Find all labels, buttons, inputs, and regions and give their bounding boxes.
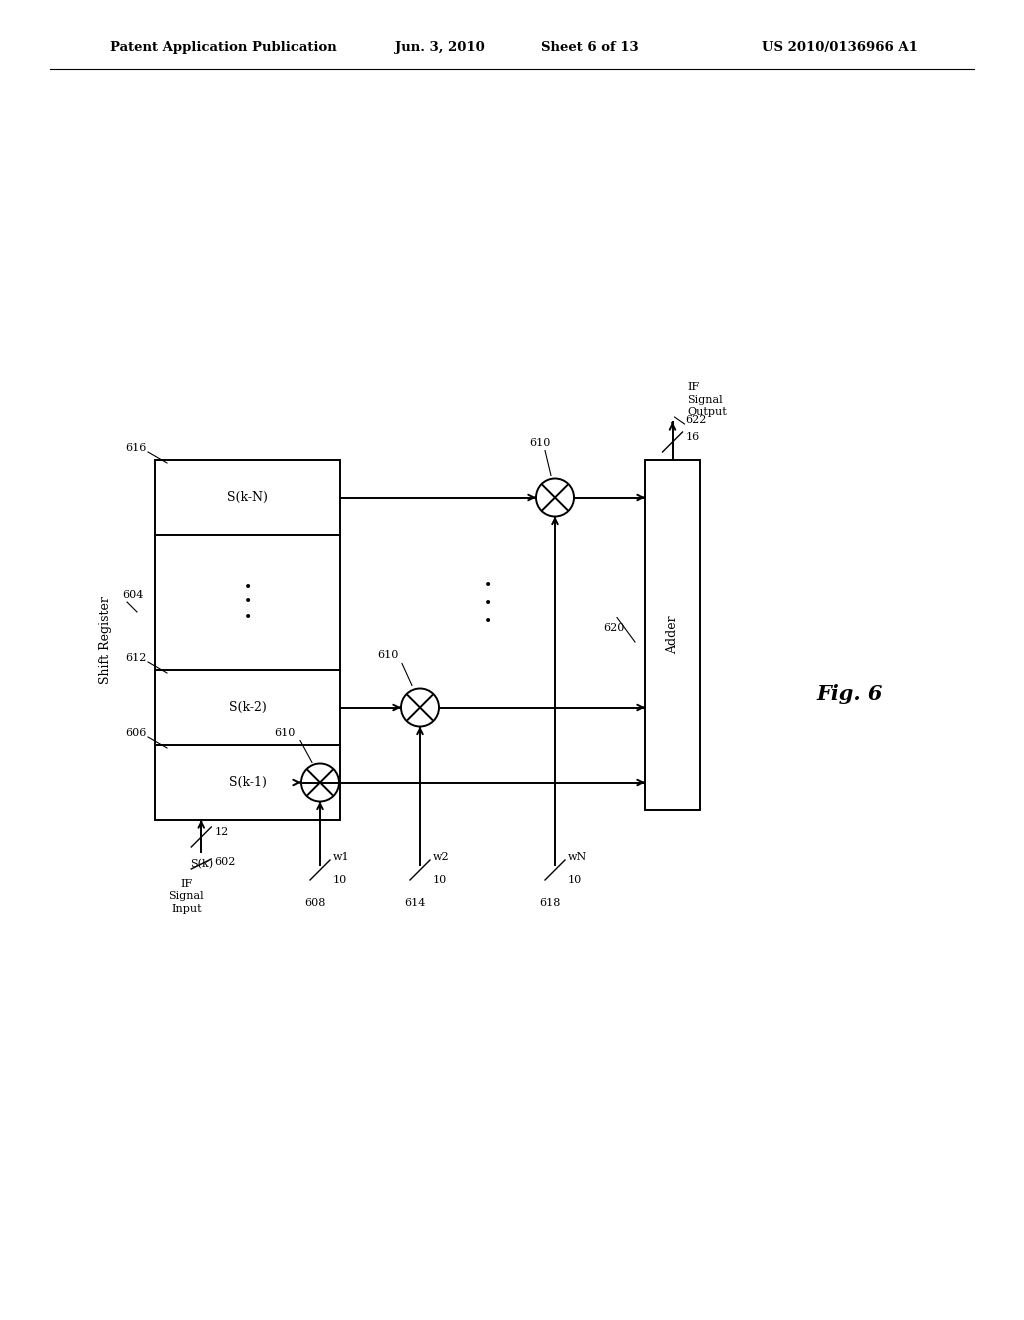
Text: 612: 612 [126,653,147,663]
Text: •: • [244,581,252,594]
Text: 618: 618 [540,898,561,908]
Text: 12: 12 [214,828,228,837]
Text: Jun. 3, 2010: Jun. 3, 2010 [395,41,485,54]
Text: US 2010/0136966 A1: US 2010/0136966 A1 [762,41,918,54]
Text: wN: wN [568,851,587,862]
Text: Patent Application Publication: Patent Application Publication [110,41,337,54]
Text: 608: 608 [304,898,326,908]
Text: 604: 604 [122,590,143,601]
Text: 610: 610 [529,437,551,447]
Text: 602: 602 [214,857,236,867]
Text: •: • [483,614,492,627]
Text: IF
Signal
Output: IF Signal Output [687,383,727,417]
Text: •: • [483,578,492,591]
Text: S(k): S(k) [189,859,213,870]
Text: Sheet 6 of 13: Sheet 6 of 13 [542,41,639,54]
Text: S(k-2): S(k-2) [228,701,266,714]
Text: w1: w1 [333,851,349,862]
Text: •: • [483,595,492,610]
Text: 622: 622 [685,414,707,425]
Text: 616: 616 [126,444,147,453]
Text: 614: 614 [404,898,426,908]
Text: •: • [244,610,252,624]
Text: S(k-1): S(k-1) [228,776,266,789]
Text: 620: 620 [603,623,625,634]
Text: 10: 10 [333,875,347,884]
Text: •: • [244,595,252,610]
Text: 10: 10 [568,875,583,884]
Text: Fig. 6: Fig. 6 [817,684,883,704]
Text: IF
Signal
Input: IF Signal Input [168,879,204,913]
Bar [155,459,340,820]
Text: 610: 610 [377,651,398,660]
Text: Adder: Adder [666,615,679,655]
Text: 16: 16 [685,432,699,442]
Bar [645,459,700,810]
Text: S(k-N): S(k-N) [227,491,268,504]
Text: 610: 610 [274,727,296,738]
Text: w2: w2 [433,851,450,862]
Text: 10: 10 [433,875,447,884]
Text: Shift Register: Shift Register [98,597,112,684]
Text: 606: 606 [126,729,147,738]
